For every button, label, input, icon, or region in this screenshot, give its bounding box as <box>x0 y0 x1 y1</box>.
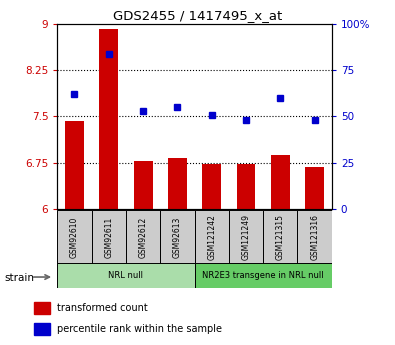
Text: GSM92611: GSM92611 <box>104 217 113 258</box>
Text: NR2E3 transgene in NRL null: NR2E3 transgene in NRL null <box>202 271 324 280</box>
Text: GSM92610: GSM92610 <box>70 217 79 258</box>
Bar <box>92 210 126 264</box>
Text: GSM121242: GSM121242 <box>207 214 216 260</box>
Bar <box>237 165 256 209</box>
Text: GDS2455 / 1417495_x_at: GDS2455 / 1417495_x_at <box>113 9 282 22</box>
Bar <box>126 210 160 264</box>
Bar <box>168 158 187 209</box>
Bar <box>229 210 263 264</box>
Bar <box>34 323 50 335</box>
Bar <box>263 210 297 264</box>
Bar <box>65 121 84 209</box>
Text: GSM121249: GSM121249 <box>241 214 250 260</box>
Bar <box>99 29 118 209</box>
Bar <box>160 210 195 264</box>
Text: GSM121315: GSM121315 <box>276 214 285 260</box>
Text: NRL null: NRL null <box>108 271 143 280</box>
Text: GSM121316: GSM121316 <box>310 214 319 260</box>
Bar <box>134 161 152 209</box>
Text: percentile rank within the sample: percentile rank within the sample <box>57 324 222 334</box>
Text: GSM92612: GSM92612 <box>139 217 148 258</box>
Bar <box>34 302 50 314</box>
Bar <box>57 210 92 264</box>
Text: transformed count: transformed count <box>57 303 148 313</box>
Bar <box>297 210 332 264</box>
Bar <box>195 210 229 264</box>
Bar <box>195 263 332 288</box>
Bar <box>305 167 324 209</box>
Bar <box>202 165 221 209</box>
Text: GSM92613: GSM92613 <box>173 217 182 258</box>
Text: strain: strain <box>4 273 34 283</box>
Bar <box>271 155 290 209</box>
Bar <box>57 263 195 288</box>
